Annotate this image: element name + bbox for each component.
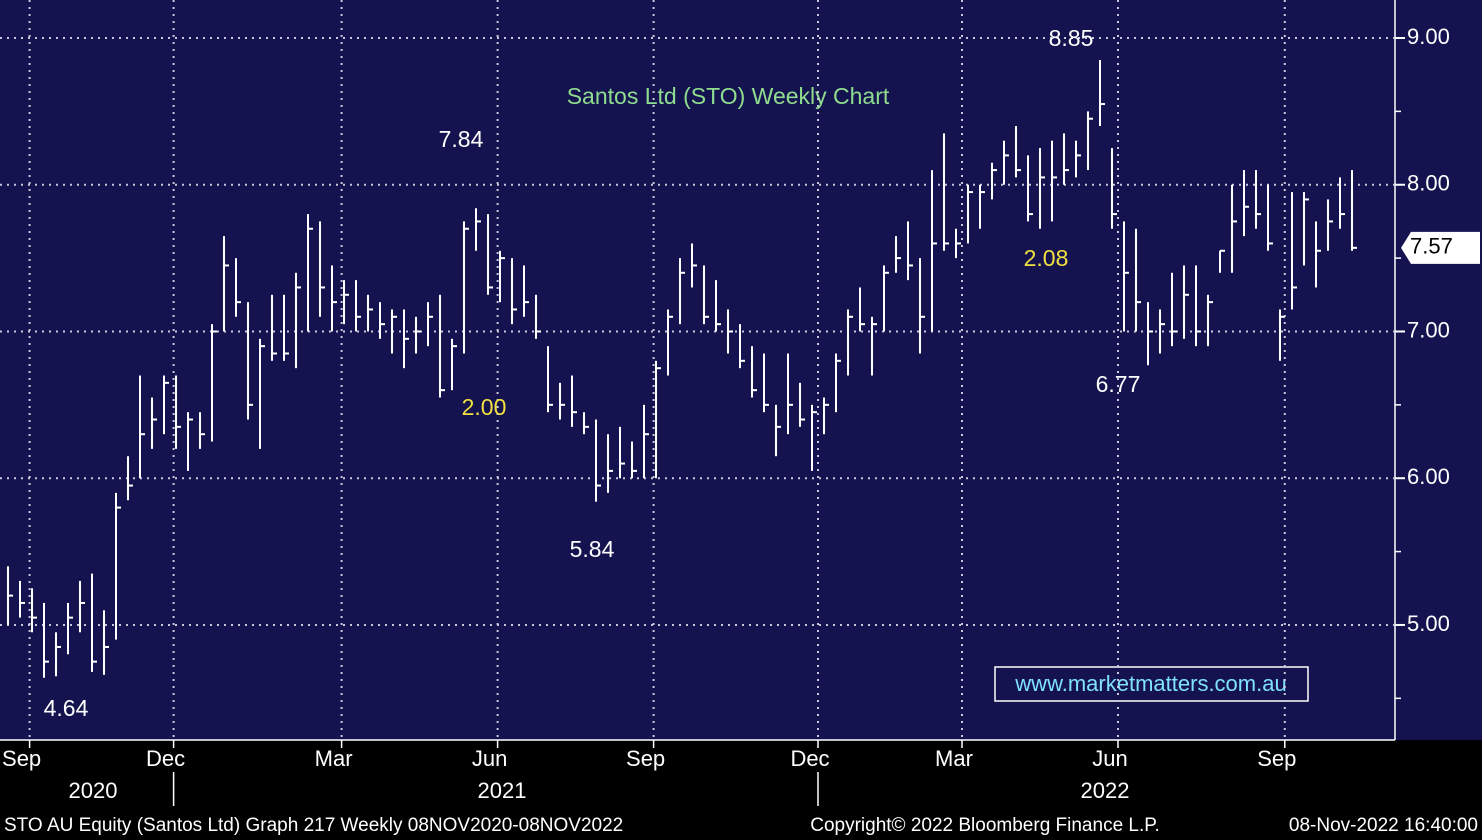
year-label: 2021 (478, 778, 527, 803)
x-tick-label: Dec (790, 746, 829, 771)
x-tick-label: Mar (935, 746, 973, 771)
x-tick-label: Sep (626, 746, 665, 771)
chart-title: Santos Ltd (STO) Weekly Chart (567, 83, 890, 109)
y-tick-label: 9.00 (1407, 24, 1450, 49)
x-tick-label: Jun (1092, 746, 1127, 771)
last-price-label: 7.57 (1410, 234, 1453, 259)
x-tick-label: Sep (1257, 746, 1296, 771)
year-label: 2022 (1081, 778, 1130, 803)
annotation: 4.64 (44, 695, 89, 721)
axis-background (0, 740, 1482, 840)
footer-right: 08-Nov-2022 16:40:00 (1289, 815, 1478, 836)
year-label: 2020 (69, 778, 118, 803)
x-tick-label: Mar (315, 746, 353, 771)
footer-center: Copyright© 2022 Bloomberg Finance L.P. (810, 815, 1160, 836)
annotation: 2.08 (1024, 245, 1069, 271)
x-tick-label: Sep (2, 746, 41, 771)
y-tick-label: 5.00 (1407, 611, 1450, 636)
x-tick-label: Dec (146, 746, 185, 771)
annotation: 6.77 (1096, 371, 1141, 397)
annotation: 7.84 (439, 126, 484, 152)
plot-background (0, 0, 1482, 740)
last-price-box (1401, 231, 1480, 264)
y-tick-label: 6.00 (1407, 464, 1450, 489)
y-tick-label: 7.00 (1407, 317, 1450, 342)
watermark: www.marketmatters.com.au (1014, 671, 1286, 696)
annotation: 2.00 (462, 394, 507, 420)
annotation: 8.85 (1049, 25, 1094, 51)
x-tick-label: Jun (472, 746, 507, 771)
watermark-box (994, 666, 1309, 702)
footer-left: STO AU Equity (Santos Ltd) Graph 217 Wee… (4, 815, 623, 836)
annotation: 5.84 (570, 536, 615, 562)
y-tick-label: 8.00 (1407, 171, 1450, 196)
